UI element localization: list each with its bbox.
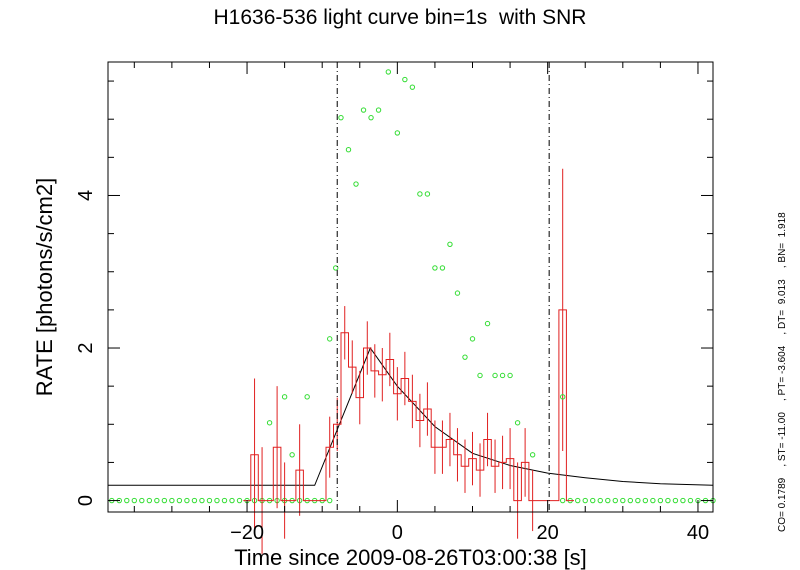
plot-frame xyxy=(107,61,714,513)
x-tick-label: 40 xyxy=(687,522,709,544)
snr-point xyxy=(469,336,476,342)
x-axis-label: Time since 2009-08-26T03:00:38 [s] xyxy=(234,545,587,570)
snr-point xyxy=(402,76,408,83)
snr-point xyxy=(432,265,438,271)
snr-point xyxy=(338,114,344,121)
snr-point xyxy=(462,354,468,360)
snr-point xyxy=(345,147,352,153)
interval-markers xyxy=(336,62,550,512)
snr-point xyxy=(184,497,190,504)
snr-point xyxy=(327,336,333,342)
x-tick-label: 20 xyxy=(537,522,559,544)
snr-point xyxy=(353,181,359,187)
snr-point xyxy=(360,107,367,113)
snr-point xyxy=(559,394,566,400)
snr-point xyxy=(131,497,138,504)
y-axis-label: RATE [photons/s/cm2] xyxy=(32,178,57,396)
snr-point xyxy=(206,497,213,504)
snr-series xyxy=(266,69,566,458)
snr-point xyxy=(154,497,160,504)
snr-point xyxy=(236,497,243,504)
snr-point xyxy=(375,107,382,113)
snr-point xyxy=(687,497,694,504)
snr-point xyxy=(620,497,626,504)
snr-point xyxy=(507,372,513,379)
snr-point xyxy=(176,497,183,504)
snr-point xyxy=(368,114,374,121)
snr-point xyxy=(680,497,686,504)
snr-point xyxy=(627,497,634,504)
chart-title: H1636-536 light curve bin=1s with SNR xyxy=(213,6,587,29)
snr-point xyxy=(394,130,401,136)
snr-point xyxy=(590,497,596,504)
snr-point xyxy=(289,452,295,458)
snr-point xyxy=(635,497,641,504)
rate-series xyxy=(243,168,574,554)
snr-point xyxy=(161,497,168,504)
y-tick-label: 4 xyxy=(75,190,97,201)
snr-point xyxy=(650,497,656,504)
snr-point xyxy=(529,452,536,458)
snr-point xyxy=(169,497,175,504)
snr-point xyxy=(191,497,198,504)
snr-point xyxy=(424,191,431,197)
snr-point xyxy=(214,497,220,504)
snr-point xyxy=(597,497,603,504)
snr-point xyxy=(146,497,153,504)
snr-point xyxy=(439,265,446,271)
snr-point xyxy=(333,265,339,271)
snr-point xyxy=(139,497,145,504)
snr-point xyxy=(454,290,461,296)
snr-point xyxy=(385,69,392,75)
snr-point xyxy=(124,497,130,504)
snr-point xyxy=(642,497,649,504)
snr-point xyxy=(266,420,273,426)
fit-parameters-text: CO= 0.1789 , ST= -11.00 , PT= -3.604 , D… xyxy=(777,212,788,532)
snr-point xyxy=(477,372,483,379)
snr-point xyxy=(327,497,333,504)
snr-point xyxy=(447,241,453,247)
y-tick-label: 0 xyxy=(75,495,97,506)
x-tick-label: 0 xyxy=(392,522,403,544)
snr-point xyxy=(229,497,235,504)
snr-point xyxy=(281,394,288,400)
snr-point xyxy=(612,497,618,504)
snr-point xyxy=(575,497,581,504)
snr-point xyxy=(559,497,566,504)
rate-step-line xyxy=(243,309,574,502)
model-curve xyxy=(108,346,714,486)
snr-point xyxy=(492,372,498,379)
snr-point xyxy=(199,497,205,504)
x-tick-label: −20 xyxy=(230,522,264,544)
snr-point xyxy=(605,497,611,504)
snr-point xyxy=(665,497,671,504)
snr-point xyxy=(221,497,228,504)
snr-baseline-series xyxy=(109,497,716,504)
snr-point xyxy=(484,320,491,327)
model-curve-series xyxy=(108,346,714,486)
snr-point xyxy=(499,372,506,379)
snr-point xyxy=(672,497,679,504)
snr-point xyxy=(417,191,423,197)
y-tick-label: 2 xyxy=(75,342,97,353)
axes: −20 0 20 40 0 2 4 xyxy=(75,62,713,544)
snr-point xyxy=(582,497,588,504)
snr-point xyxy=(657,497,664,504)
snr-point xyxy=(409,84,416,90)
snr-point xyxy=(304,394,310,400)
snr-point xyxy=(514,420,521,426)
